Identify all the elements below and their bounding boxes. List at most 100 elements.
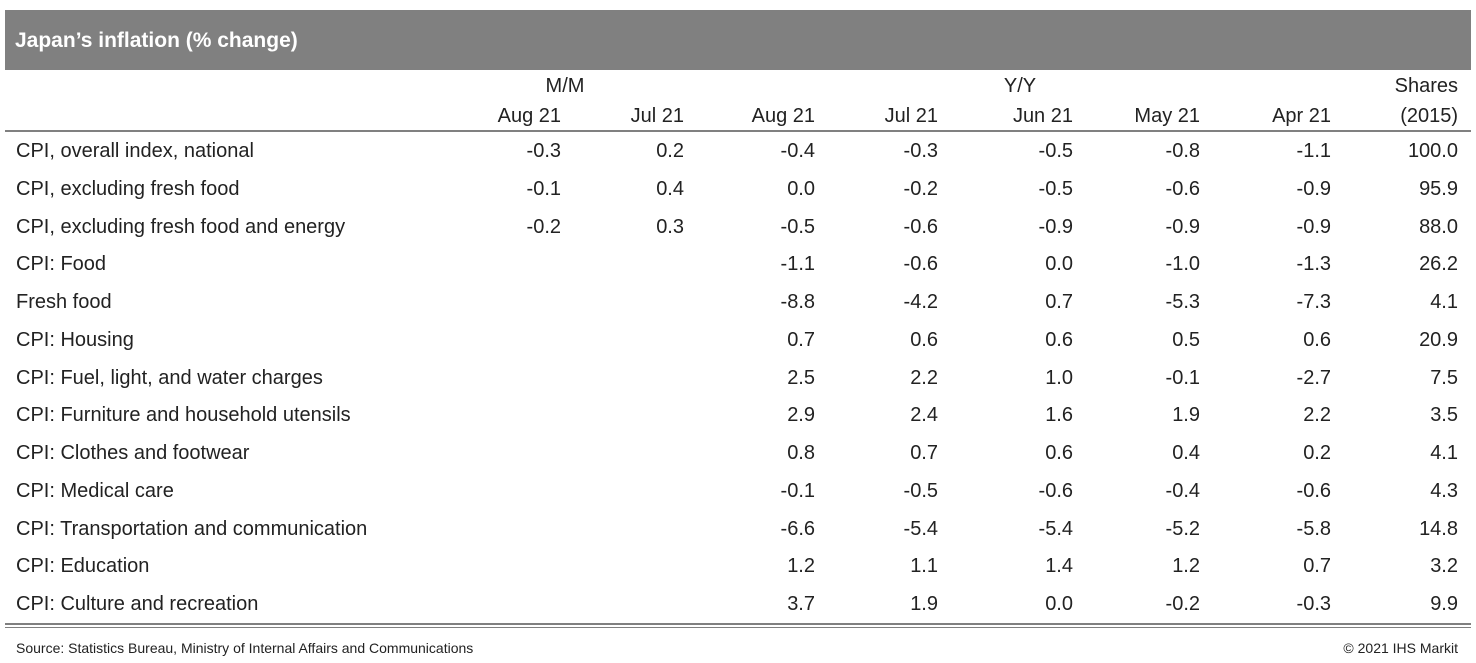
cell: 1.2 <box>1172 555 1200 578</box>
cell: -0.6 <box>903 253 938 276</box>
cell: -0.2 <box>903 177 938 200</box>
cell: 0.0 <box>1045 253 1073 276</box>
title-bar <box>5 10 1471 70</box>
cell: 88.0 <box>1419 215 1458 238</box>
cell: 2.9 <box>787 404 815 427</box>
cell: 1.2 <box>787 555 815 578</box>
cell: 95.9 <box>1419 177 1458 200</box>
cell: 1.9 <box>910 593 938 615</box>
column-header: Aug 21 <box>751 105 815 127</box>
cell: 4.1 <box>1430 442 1458 464</box>
cell: -0.9 <box>1038 215 1073 238</box>
cell: 26.2 <box>1419 253 1458 276</box>
column-header: Jul 21 <box>884 105 938 127</box>
cell: -0.5 <box>780 215 815 238</box>
row-label: CPI: Transportation and communication <box>16 517 368 540</box>
cell: 0.6 <box>1303 328 1331 351</box>
row-label: CPI: Food <box>16 253 107 276</box>
source-note: Source: Statistics Bureau, Ministry of I… <box>16 640 474 656</box>
copyright: © 2021 IHS Markit <box>1343 640 1458 656</box>
column-header: Jul 21 <box>630 105 684 127</box>
cell: 2.2 <box>910 366 938 389</box>
group-header: Shares <box>1394 75 1458 97</box>
cell: 0.7 <box>910 442 938 464</box>
cell: -5.2 <box>1165 517 1200 540</box>
cell: 4.3 <box>1430 479 1458 502</box>
row-label: Fresh food <box>16 291 112 313</box>
cell: 3.7 <box>787 593 815 615</box>
cell: -0.2 <box>526 215 561 238</box>
cell: 0.2 <box>656 140 684 162</box>
row-label: CPI, excluding fresh food and energy <box>16 215 346 238</box>
cell: -0.3 <box>526 140 561 162</box>
cell: -0.3 <box>903 140 938 162</box>
cell: -0.2 <box>1165 593 1200 615</box>
cell: -0.6 <box>1296 479 1331 502</box>
cell: 0.7 <box>1303 555 1331 578</box>
cell: -6.6 <box>780 517 815 540</box>
cell: -0.4 <box>780 140 815 162</box>
cell: 2.4 <box>910 404 938 427</box>
cell: 0.6 <box>1045 442 1073 464</box>
group-header: Y/Y <box>1003 75 1037 97</box>
column-header: Apr 21 <box>1272 105 1331 127</box>
bottom-rule <box>5 627 1471 628</box>
cell: -5.3 <box>1165 291 1200 313</box>
cell: -0.6 <box>903 215 938 238</box>
cell: 2.2 <box>1303 404 1331 427</box>
cell: 0.5 <box>1172 328 1200 351</box>
cell: -2.7 <box>1296 366 1331 389</box>
cell: -0.4 <box>1165 479 1200 502</box>
cell: -0.9 <box>1296 215 1331 238</box>
cell: -0.5 <box>903 479 938 502</box>
cell: -0.9 <box>1296 177 1331 200</box>
cell: 1.9 <box>1172 404 1200 427</box>
row-label: CPI: Furniture and household utensils <box>16 404 351 427</box>
cell: 0.8 <box>787 442 815 464</box>
cell: -1.0 <box>1165 253 1200 276</box>
cell: -8.8 <box>780 291 815 313</box>
cell: 0.4 <box>1172 442 1200 464</box>
column-header: Aug 21 <box>497 105 561 127</box>
cell: -1.3 <box>1296 253 1331 276</box>
cell: 0.7 <box>787 328 815 351</box>
row-label: CPI: Fuel, light, and water charges <box>16 366 323 389</box>
cell: -0.3 <box>1296 593 1331 615</box>
cell: 100.0 <box>1407 140 1458 162</box>
group-header: M/M <box>545 75 585 97</box>
cell: -5.8 <box>1296 517 1331 540</box>
row-label: CPI: Clothes and footwear <box>16 442 250 464</box>
cell: 2.5 <box>787 366 815 389</box>
cell: -0.6 <box>1165 177 1200 200</box>
row-label: CPI: Culture and recreation <box>16 593 259 615</box>
cell: -1.1 <box>1296 140 1331 162</box>
cell: -0.6 <box>1038 479 1073 502</box>
bottom-rule <box>5 623 1471 625</box>
column-header: May 21 <box>1134 105 1200 127</box>
table-title: Japan’s inflation (% change) <box>15 29 298 52</box>
cell: -0.9 <box>1165 215 1200 238</box>
cell: 0.7 <box>1045 291 1073 313</box>
cell: 1.6 <box>1045 404 1073 427</box>
cell: -0.1 <box>1165 366 1200 389</box>
cell: 9.9 <box>1430 593 1458 615</box>
cell: 0.6 <box>910 328 938 351</box>
cell: 4.1 <box>1430 291 1458 313</box>
row-label: CPI: Education <box>16 555 150 578</box>
cell: -0.8 <box>1165 140 1200 162</box>
cell: -7.3 <box>1296 291 1331 313</box>
cell: -1.1 <box>780 253 815 276</box>
row-label: CPI: Medical care <box>16 479 174 502</box>
row-label: CPI: Housing <box>16 328 134 351</box>
column-header: Jun 21 <box>1012 105 1073 127</box>
row-label: CPI, overall index, national <box>16 140 254 162</box>
cell: 3.5 <box>1430 404 1458 427</box>
cell: 0.4 <box>656 177 684 200</box>
cell: 0.2 <box>1303 442 1331 464</box>
cell: 1.1 <box>910 555 938 578</box>
cell: 0.0 <box>787 177 815 200</box>
cell: 0.0 <box>1045 593 1073 615</box>
header-rule <box>5 130 1471 132</box>
cell: 1.4 <box>1045 555 1073 578</box>
